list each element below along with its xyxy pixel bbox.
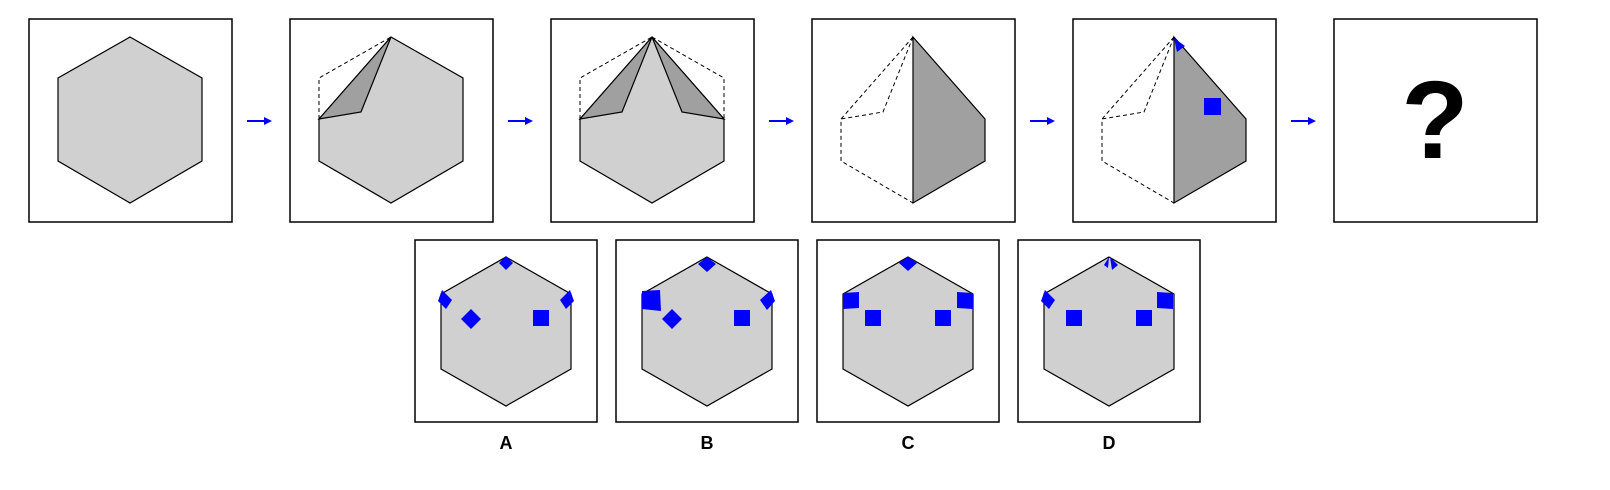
option-c-right-corner-hole <box>957 292 973 309</box>
option-c-left-corner-hole <box>843 292 859 309</box>
options-row: A B C <box>414 239 1201 453</box>
option-a-left-square-hole <box>461 309 481 329</box>
option-c-top-hole <box>899 257 917 271</box>
option-d[interactable]: D <box>1017 239 1201 453</box>
arrow-5 <box>1291 117 1316 125</box>
question-mark: ? <box>1401 59 1468 182</box>
step-4-panel <box>811 18 1016 223</box>
option-d-left-square-hole <box>1066 310 1082 326</box>
step-3-fold-left <box>578 36 653 120</box>
option-b-left-corner-hole <box>642 290 661 311</box>
step-5-folded-half <box>1173 35 1247 205</box>
option-d-top-right-hole <box>1110 257 1118 270</box>
option-b[interactable]: B <box>615 239 799 453</box>
option-d-top-left-hole <box>1104 257 1109 268</box>
option-c-right-square-hole <box>935 310 951 326</box>
sequence-row: ? <box>28 18 1538 223</box>
option-d-left-corner-hole <box>1041 290 1055 309</box>
question-panel: ? <box>1333 18 1538 223</box>
step-5-square-hole <box>1204 98 1221 115</box>
step-5-corner-mark <box>1174 38 1185 52</box>
option-b-top-hole <box>698 257 716 272</box>
option-a-top-hole <box>499 256 513 270</box>
option-d-right-square-hole <box>1136 310 1152 326</box>
option-c-label: C <box>902 433 915 453</box>
step-1-panel <box>28 18 233 223</box>
option-c[interactable]: C <box>816 239 1000 453</box>
option-a-right-corner-hole <box>560 290 574 309</box>
option-b-right-corner-hole <box>760 290 775 310</box>
option-a-right-square-hole <box>533 310 549 326</box>
step-3-fold-right <box>651 36 726 120</box>
step-1-hexagon <box>57 36 203 204</box>
step-5-panel <box>1072 18 1277 223</box>
option-b-left-square-hole <box>662 309 682 329</box>
option-b-label: B <box>701 433 714 453</box>
option-a-left-corner-hole <box>438 290 452 309</box>
step-3-panel <box>550 18 755 223</box>
option-c-left-square-hole <box>865 310 881 326</box>
option-d-right-corner-hole <box>1157 292 1173 309</box>
arrow-1 <box>247 117 272 125</box>
step-2-panel <box>289 18 494 223</box>
option-a-label: A <box>500 433 513 453</box>
arrow-3 <box>769 117 794 125</box>
arrow-4 <box>1030 117 1055 125</box>
arrow-2 <box>508 117 533 125</box>
option-d-label: D <box>1103 433 1116 453</box>
option-a[interactable]: A <box>414 239 598 453</box>
option-b-right-square-hole <box>734 310 750 326</box>
step-2-fold <box>317 36 392 120</box>
step-4-folded-half <box>912 35 986 205</box>
